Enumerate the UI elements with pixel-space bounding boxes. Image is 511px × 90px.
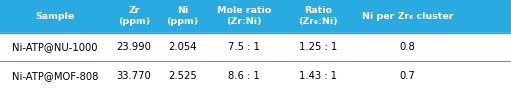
Text: Ni-ATP@MOF-808: Ni-ATP@MOF-808 bbox=[12, 71, 98, 81]
Text: Ni-ATP@NU-1000: Ni-ATP@NU-1000 bbox=[12, 42, 98, 52]
Bar bbox=[0, 33, 511, 61]
Text: 0.8: 0.8 bbox=[400, 42, 415, 52]
Text: 1.25 : 1: 1.25 : 1 bbox=[299, 42, 337, 52]
Text: 8.6 : 1: 8.6 : 1 bbox=[228, 71, 260, 81]
Text: Zr
(ppm): Zr (ppm) bbox=[118, 6, 150, 26]
Text: 0.7: 0.7 bbox=[400, 71, 415, 81]
Text: Sample: Sample bbox=[35, 12, 75, 21]
Text: Ni
(ppm): Ni (ppm) bbox=[167, 6, 199, 26]
Text: 33.770: 33.770 bbox=[117, 71, 152, 81]
Text: 2.054: 2.054 bbox=[169, 42, 197, 52]
Bar bbox=[0, 0, 511, 33]
Text: 2.525: 2.525 bbox=[168, 71, 197, 81]
Text: 7.5 : 1: 7.5 : 1 bbox=[228, 42, 260, 52]
Text: Mole ratio
(Zr:Ni): Mole ratio (Zr:Ni) bbox=[217, 6, 271, 26]
Text: Ni per Zr₆ cluster: Ni per Zr₆ cluster bbox=[362, 12, 453, 21]
Text: Ratio
(Zr₆:Ni): Ratio (Zr₆:Ni) bbox=[298, 6, 338, 26]
Text: 23.990: 23.990 bbox=[117, 42, 152, 52]
Bar bbox=[0, 61, 511, 90]
Text: 1.43 : 1: 1.43 : 1 bbox=[299, 71, 337, 81]
